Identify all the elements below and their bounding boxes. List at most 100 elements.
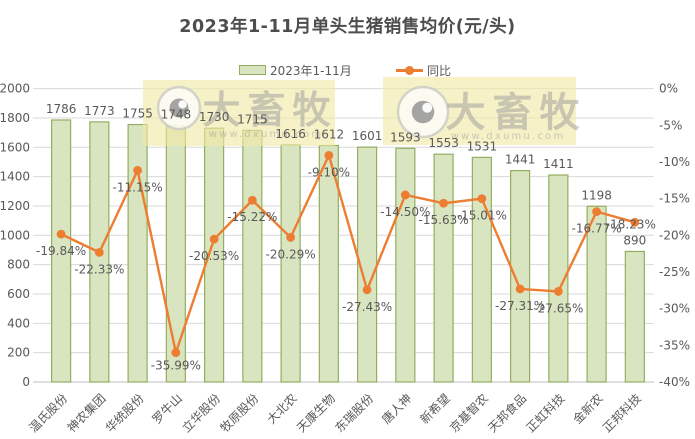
yoy-value-label: -27.43% (342, 300, 392, 314)
bar (624, 250, 645, 383)
category-label: 天康生物 (293, 391, 338, 436)
yoy-marker-icon (362, 285, 372, 295)
yoy-marker-icon (400, 190, 410, 200)
right-axis-tick-label: -35% (659, 338, 690, 352)
yoy-value-label: -20.29% (266, 247, 316, 261)
left-axis-tick-label: 1400 (0, 170, 30, 184)
yoy-value-label: -9.10% (308, 165, 350, 179)
line-series-swatch-icon (396, 65, 423, 75)
category-label: 唐人神 (378, 391, 414, 427)
legend-label-bar-series: 2023年1-11月 (270, 63, 352, 78)
left-axis-tick-label: 2000 (0, 82, 30, 96)
bar (586, 205, 607, 383)
category-label: 大北农 (264, 391, 299, 426)
category-label: 天邦食品 (485, 391, 530, 436)
yoy-value-label: -22.33% (74, 262, 124, 276)
yoy-value-label: -15.63% (419, 213, 469, 227)
yoy-marker-icon (56, 229, 66, 239)
yoy-marker-icon (324, 150, 334, 160)
bar-value-label: 1616 (275, 127, 306, 141)
right-axis-tick-label: -30% (659, 302, 690, 316)
category-label: 华统股份 (103, 391, 147, 435)
bar (395, 147, 416, 383)
bar-value-label: 1748 (161, 108, 192, 122)
bar-value-label: 1531 (467, 139, 498, 153)
left-axis-tick-label: 400 (7, 316, 30, 330)
bar-value-label: 1730 (199, 110, 230, 124)
bar (50, 119, 72, 383)
yoy-marker-icon (592, 207, 601, 217)
bar-value-label: 1553 (428, 136, 459, 150)
yoy-value-label: -14.50% (380, 205, 430, 219)
left-axis-tick-label: 0 (22, 375, 30, 389)
yoy-value-label: -15.01% (457, 209, 507, 223)
category-label: 金新农 (570, 391, 606, 427)
bar-value-label: 1715 (237, 112, 268, 126)
category-label: 温氏股份 (26, 391, 70, 435)
right-axis-tick-label: -5% (659, 118, 682, 132)
yoy-value-label: -15.22% (227, 210, 277, 224)
watermark-brand-text: 大畜牧 (202, 88, 337, 132)
yoy-value-label: -20.53% (189, 249, 239, 263)
bar (242, 129, 263, 383)
yoy-value-label: -35.99% (151, 359, 201, 373)
bar-value-label: 1601 (352, 129, 383, 143)
yoy-value-label: -11.15% (113, 180, 163, 194)
bar-value-label: 1198 (581, 188, 612, 202)
yoy-marker-icon (247, 195, 257, 205)
bar-value-label: 1786 (46, 102, 77, 116)
right-axis-tick-label: -25% (659, 265, 690, 279)
right-axis-tick-label: -15% (659, 192, 690, 206)
yoy-line (60, 154, 636, 354)
legend-item-line-series: 同比 (396, 62, 451, 78)
yoy-value-label: -27.65% (533, 301, 583, 315)
yoy-marker-icon (553, 287, 563, 296)
yoy-marker-icon (286, 233, 295, 242)
category-label: 京基智农 (446, 391, 491, 436)
yoy-value-label: -18.23% (606, 217, 656, 231)
bar-value-label: 1612 (314, 128, 345, 142)
bar (548, 174, 569, 383)
yoy-value-label: -16.77% (572, 222, 622, 236)
chart-title: 2023年1-11月单头生猪销售均价(元/头) (179, 17, 516, 37)
category-label: 牧原股份 (218, 391, 262, 435)
yoy-marker-icon (94, 247, 104, 257)
yoy-marker-icon (209, 234, 219, 244)
bar-value-label: 1773 (84, 104, 115, 118)
category-label: 正虹科技 (524, 391, 568, 435)
yoy-marker-icon (477, 194, 487, 204)
right-axis-tick-label: -40% (659, 375, 690, 389)
left-axis-tick-label: 1800 (0, 111, 30, 125)
left-axis-tick-label: 1600 (0, 140, 30, 154)
bar-value-label: 1593 (390, 130, 421, 144)
yoy-value-label: -19.84% (36, 244, 86, 258)
yoy-marker-icon (439, 198, 448, 208)
legend-item-bar-series: 2023年1-11月 (239, 62, 352, 78)
left-axis-tick-label: 1000 (0, 228, 30, 242)
bar-value-label: 1755 (122, 107, 153, 121)
left-axis-tick-label: 600 (7, 287, 30, 301)
bar (510, 170, 531, 383)
category-label: 神农集团 (64, 391, 109, 436)
bar-value-label: 890 (623, 233, 646, 247)
category-label: 新希望 (417, 391, 453, 427)
watermark-url-text: www.dxumu.com (209, 129, 324, 140)
left-axis-tick-label: 800 (7, 258, 30, 272)
bar (471, 156, 492, 383)
category-label: 东瑞股份 (332, 391, 376, 435)
left-axis-tick-label: 1200 (0, 199, 30, 213)
watermark-url-text: www.dxumu.com (451, 131, 566, 142)
left-axis-tick-label: 200 (7, 346, 30, 360)
bar (127, 123, 148, 383)
bar (280, 144, 301, 383)
right-axis-tick-label: 0% (659, 82, 678, 96)
bar-value-label: 1441 (505, 153, 536, 167)
yoy-marker-icon (171, 348, 181, 357)
legend-label-line-series: 同比 (427, 63, 452, 78)
watermark-brand-text: 大畜牧 (446, 90, 587, 136)
yoy-marker-icon (133, 165, 143, 175)
right-axis-tick-label: -20% (659, 228, 690, 242)
